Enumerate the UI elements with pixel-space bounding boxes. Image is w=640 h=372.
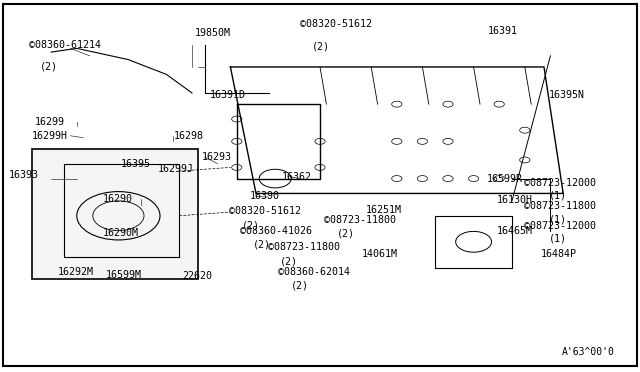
Text: 16298: 16298: [174, 131, 204, 141]
Text: ©08320-51612: ©08320-51612: [300, 19, 372, 29]
Text: 16395N: 16395N: [549, 90, 585, 100]
Text: 16395: 16395: [120, 160, 150, 169]
Text: ©08360-61214: ©08360-61214: [29, 40, 101, 49]
Text: 16390: 16390: [250, 192, 280, 201]
Text: (1): (1): [549, 234, 567, 244]
Text: 19850M: 19850M: [195, 29, 231, 38]
Text: 16251M: 16251M: [366, 205, 402, 215]
Text: 16290: 16290: [102, 194, 132, 204]
Text: ©08723-12000: ©08723-12000: [524, 221, 595, 231]
Bar: [32, 149, 198, 279]
Text: (2): (2): [337, 229, 355, 238]
Text: (2): (2): [253, 240, 271, 250]
Text: 16299: 16299: [35, 117, 65, 127]
Text: ©08360-41026: ©08360-41026: [240, 227, 312, 236]
Text: (2): (2): [312, 42, 330, 51]
Text: 16393: 16393: [9, 170, 39, 180]
Text: 16290M: 16290M: [102, 228, 138, 237]
Text: 16599R: 16599R: [486, 174, 522, 183]
Text: (2): (2): [242, 220, 260, 230]
Text: 16465M: 16465M: [497, 227, 532, 236]
Text: ©08360-62014: ©08360-62014: [278, 267, 351, 277]
Text: (2): (2): [291, 281, 309, 291]
Text: (2): (2): [40, 62, 58, 72]
Text: 16362: 16362: [282, 172, 312, 182]
Text: 16484P: 16484P: [541, 249, 577, 259]
Text: 14061M: 14061M: [362, 249, 397, 259]
Text: 16391D: 16391D: [210, 90, 246, 100]
Text: (2): (2): [280, 256, 298, 266]
Text: ©08723-11800: ©08723-11800: [524, 202, 595, 211]
Text: 16599M: 16599M: [106, 270, 141, 279]
Text: ©08320-51612: ©08320-51612: [229, 206, 301, 216]
Text: ©08723-11800: ©08723-11800: [268, 243, 339, 252]
Text: A'63^00'0: A'63^00'0: [561, 347, 614, 357]
Text: 16293: 16293: [202, 152, 232, 162]
Text: ©08723-11800: ©08723-11800: [324, 215, 396, 225]
Text: 16299H: 16299H: [31, 131, 67, 141]
Text: (1): (1): [549, 215, 567, 224]
Text: 16391: 16391: [488, 26, 518, 36]
Text: (1): (1): [549, 190, 567, 200]
Text: ©08723-12000: ©08723-12000: [524, 178, 595, 188]
Text: 22620: 22620: [182, 271, 212, 281]
Text: 16299J: 16299J: [157, 164, 193, 174]
Text: 16292M: 16292M: [58, 267, 93, 277]
Text: 16130H: 16130H: [497, 195, 532, 205]
